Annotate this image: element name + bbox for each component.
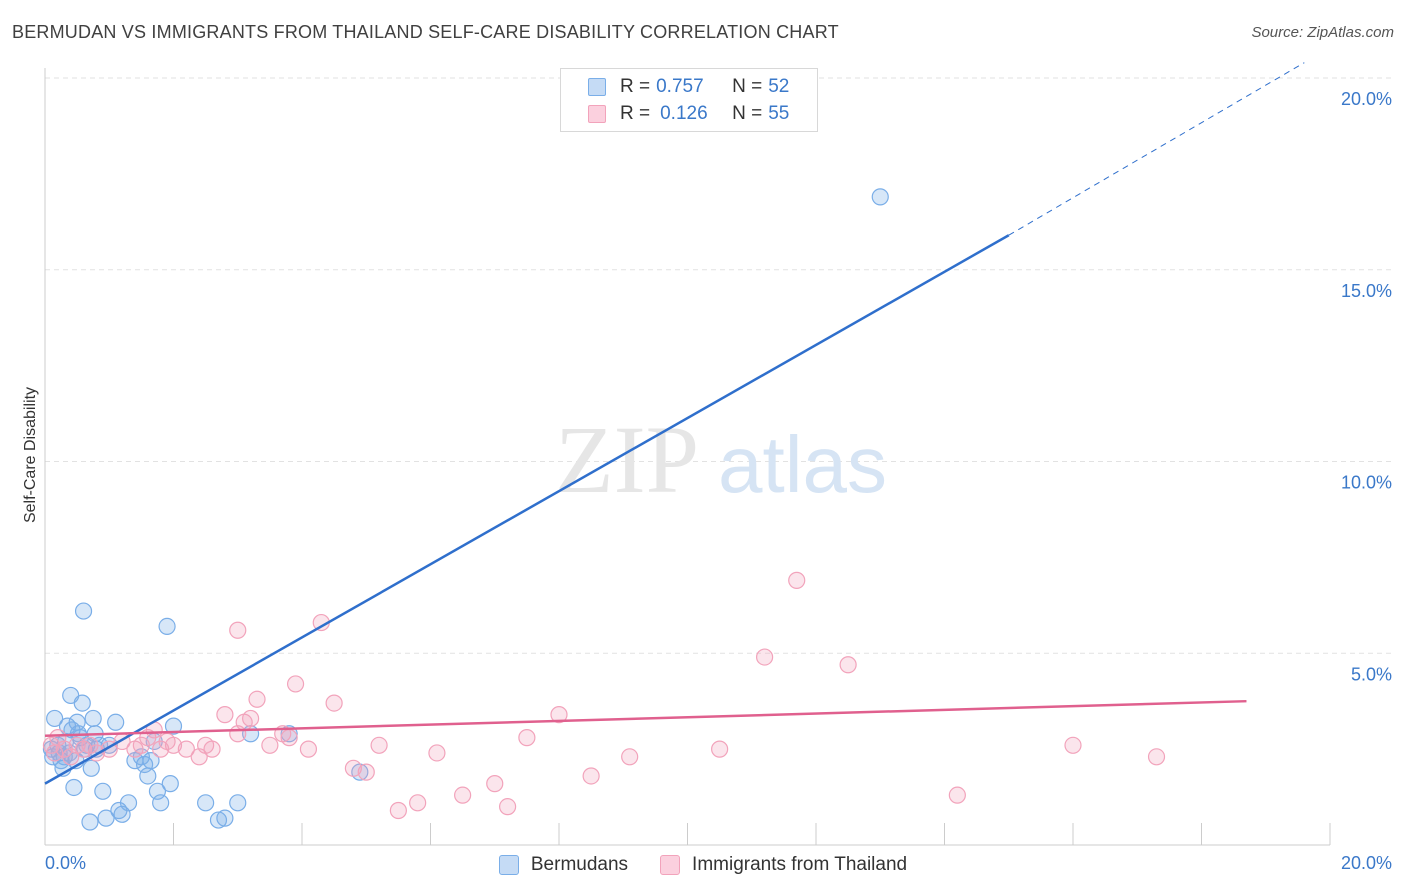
point-thailand [788,571,806,589]
point-thailand [948,786,966,804]
point-thailand [248,690,266,708]
point-thailand [499,798,517,816]
point-thailand [621,748,639,766]
point-thailand [177,740,195,758]
legend-r-label: R = [620,103,651,124]
point-bermudans [139,767,157,785]
y-axis-label: Self-Care Disability [22,387,39,523]
point-thailand [518,729,536,747]
point-bermudans [209,811,228,829]
point-thailand [203,740,221,758]
point-thailand [711,740,729,758]
point-bermudans [84,709,102,728]
point-bermudans [161,775,179,793]
point-thailand [286,675,305,693]
tick-labels: 5.0% 10.0% 15.0% 20.0% 0.0% 20.0% [45,89,1392,873]
point-thailand [550,706,568,724]
point-thailand [839,656,857,674]
point-bermudans [46,709,64,728]
watermark-atlas: atlas [718,420,887,509]
point-bermudans [197,794,215,812]
point-bermudans [216,809,234,827]
bottom-legend-label-bermudans: Bermudans [530,854,629,875]
watermark-zip: ZIP [555,406,699,513]
legend-row-thailand: R = 0.126 N = 55 [588,102,789,126]
trend-lines [44,62,1305,785]
legend-r-value: 0.126 [660,103,708,124]
point-thailand [582,767,600,785]
point-bermudans [81,813,99,831]
point-thailand [344,759,362,777]
trend-line-bermudans [44,234,1010,785]
point-thailand [216,706,234,724]
y-tick-label: 5.0% [1351,664,1392,684]
x-tick-label: 0.0% [45,853,86,873]
point-thailand [755,648,774,666]
point-bermudans [871,188,889,206]
point-thailand [1064,736,1082,754]
point-thailand [389,801,407,820]
y-tick-label: 10.0% [1341,473,1392,493]
bottom-legend-swatch-bermudans [498,855,519,875]
point-thailand [357,763,375,781]
point-bermudans [73,694,91,712]
legend-n-label: N = [732,103,763,124]
bottom-legend-bermudans: Bermudans [498,854,629,876]
point-bermudans [142,752,160,770]
y-tick-label: 15.0% [1341,281,1392,301]
point-thailand [261,736,279,754]
legend-n-label: N = [732,76,763,97]
bottom-legend-thailand: Immigrants from Thailand [660,854,907,876]
trend-line-thailand [44,699,1247,737]
point-thailand [409,794,427,812]
bottom-legend: Bermudans Immigrants from Thailand [0,852,1406,878]
point-bermudans [119,794,138,812]
point-bermudans [158,617,176,636]
trend-extension-bermudans [1008,62,1305,236]
point-thailand [486,775,504,793]
point-thailand [229,621,247,639]
legend-n-value: 52 [768,76,790,97]
point-thailand [164,736,183,754]
point-bermudans [152,794,170,812]
point-bermudans [74,602,93,620]
bottom-legend-swatch-thailand [660,855,681,875]
point-bermudans [94,782,112,800]
point-bermudans [107,713,125,731]
point-bermudans [82,759,100,777]
bottom-legend-label-thailand: Immigrants from Thailand [692,854,908,875]
point-bermudans [229,794,247,812]
legend-row-bermudans: R = 0.757 N = 52 [588,75,789,99]
point-thailand [454,786,472,804]
point-thailand [428,744,446,762]
x-tick-label: 20.0% [1341,853,1392,873]
point-thailand [325,694,343,712]
point-bermudans [164,717,183,735]
point-bermudans [97,809,115,827]
point-thailand [370,736,388,754]
y-tick-label: 20.0% [1341,89,1392,109]
legend-r-label: R = [620,76,651,97]
grid-lines [45,77,1392,654]
axes [44,68,1331,846]
point-thailand [299,740,318,758]
legend: R = 0.757 N = 52 R = 0.126 N = 55 [560,68,818,132]
legend-n-value: 55 [768,103,790,124]
point-bermudans [65,778,83,797]
legend-r-value: 0.757 [656,76,704,97]
legend-swatch-bermudans [588,78,606,96]
point-thailand [242,709,260,728]
source-label: Source: ZipAtlas.com [1251,24,1394,41]
legend-swatch-thailand [588,105,606,123]
chart-title: BERMUDAN VS IMMIGRANTS FROM THAILAND SEL… [12,22,839,42]
point-thailand [280,729,298,747]
point-thailand [1147,748,1166,766]
